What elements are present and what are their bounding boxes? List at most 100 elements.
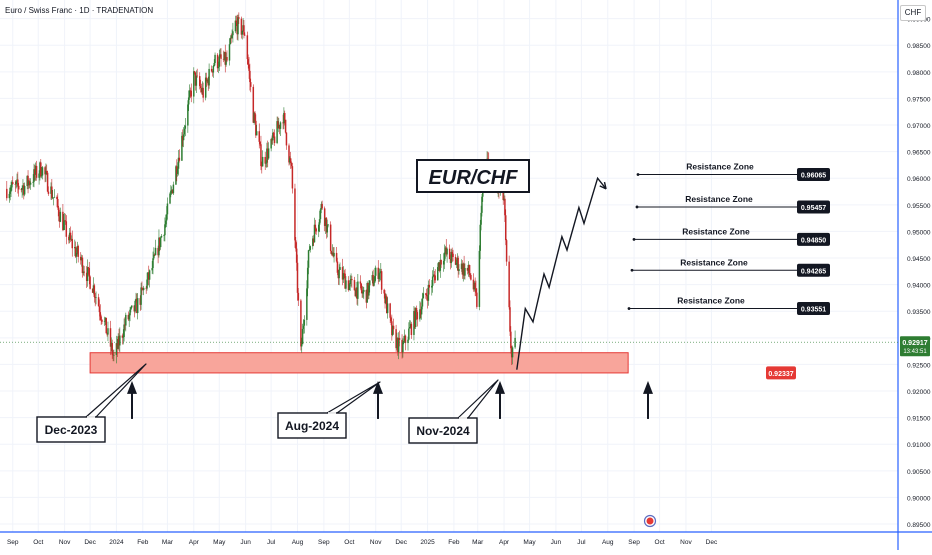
- candle-body: [445, 247, 447, 255]
- candle-body: [112, 354, 114, 356]
- candle-body: [469, 273, 471, 276]
- candle-body: [140, 287, 142, 305]
- candle-body: [208, 68, 210, 86]
- candle-body: [86, 267, 89, 282]
- x-tick-label: Aug: [292, 539, 304, 546]
- candle-body: [121, 335, 124, 338]
- candle-body: [101, 319, 103, 322]
- candle-body: [265, 162, 267, 164]
- candle-body: [339, 267, 341, 270]
- currency-label[interactable]: CHF: [900, 5, 926, 21]
- candle-body: [413, 311, 415, 335]
- candle-body: [357, 281, 359, 299]
- candle-body: [232, 31, 234, 36]
- candle-body: [222, 58, 225, 60]
- candle-body: [414, 311, 416, 327]
- x-tick-label: Dec: [84, 539, 96, 546]
- resistance-value-badge: [797, 200, 830, 214]
- x-tick-label: Jul: [577, 539, 586, 546]
- candle-body: [284, 119, 287, 133]
- candle-body: [439, 259, 442, 271]
- candle-body: [237, 17, 239, 35]
- candle-body: [338, 269, 340, 279]
- callout-label: Nov-2024: [416, 424, 470, 438]
- candle-body: [278, 125, 281, 129]
- candle-body: [148, 270, 151, 280]
- candle-body: [468, 264, 470, 274]
- candle-body: [348, 284, 351, 291]
- candle-body: [14, 184, 17, 185]
- candle-body: [437, 262, 440, 268]
- candle-body: [136, 298, 139, 314]
- candle-body: [270, 139, 272, 149]
- candle-body: [373, 282, 375, 286]
- candle-body: [363, 289, 365, 292]
- candle-body: [125, 314, 127, 326]
- candle-body: [356, 287, 358, 299]
- candle-body: [369, 280, 371, 286]
- candle-body: [17, 179, 19, 186]
- candle-body: [480, 212, 482, 225]
- candle-body: [309, 246, 311, 250]
- candle-body: [349, 280, 351, 285]
- candle-body: [176, 166, 178, 174]
- candle-body: [226, 57, 228, 61]
- candle-body: [152, 258, 154, 269]
- x-tick-label: Dec: [706, 539, 718, 546]
- current-price-value: 0.92917: [902, 340, 927, 347]
- candle-body: [308, 249, 311, 251]
- callout-label: Dec-2023: [45, 423, 98, 437]
- x-tick-label: Mar: [472, 539, 484, 546]
- candle-body: [189, 90, 192, 91]
- candle-body: [63, 221, 65, 231]
- candle-body: [182, 135, 184, 141]
- candle-body: [481, 196, 483, 213]
- candle-body: [141, 287, 143, 289]
- candle-body: [325, 217, 328, 233]
- resistance-value-text: 0.94265: [801, 268, 826, 275]
- candle-body: [194, 72, 197, 86]
- candle-body: [243, 25, 245, 35]
- candle-body: [219, 54, 221, 57]
- candle-body: [244, 34, 246, 36]
- candle-body: [129, 309, 131, 316]
- candle-body: [231, 35, 233, 39]
- candle-body: [91, 288, 94, 293]
- candle-body: [145, 287, 147, 289]
- candle-body: [505, 215, 507, 241]
- candle-body: [473, 282, 476, 290]
- candle-body: [89, 276, 91, 289]
- candle-body: [344, 273, 346, 289]
- candle-body: [353, 280, 356, 291]
- candle-body: [153, 254, 155, 259]
- candle-body: [332, 252, 334, 257]
- projection-path: [516, 176, 607, 370]
- candle-body: [93, 285, 96, 297]
- candle-body: [351, 279, 353, 281]
- candle-body: [306, 267, 309, 289]
- candle-body: [368, 285, 370, 296]
- candle-body: [319, 209, 322, 220]
- candle-body: [307, 250, 310, 268]
- candle-body: [414, 308, 417, 327]
- candle-body: [478, 250, 481, 307]
- candle-body: [408, 327, 411, 329]
- y-tick-label: 0.98000: [907, 70, 931, 77]
- candle-body: [297, 292, 300, 301]
- candle-body: [416, 312, 419, 320]
- candle-body: [201, 87, 204, 93]
- candle-body: [361, 290, 363, 294]
- candle-body: [16, 179, 18, 182]
- candle-body: [267, 148, 269, 159]
- candle-body: [57, 207, 60, 217]
- candle-body: [462, 263, 464, 275]
- candle-body: [74, 247, 76, 249]
- candle-body: [59, 211, 62, 222]
- candle-body: [242, 25, 244, 32]
- candle-body: [378, 273, 380, 279]
- x-tick-label: Jun: [551, 539, 562, 546]
- candle-body: [218, 56, 221, 67]
- candle-body: [118, 336, 120, 346]
- candle-body: [509, 307, 511, 332]
